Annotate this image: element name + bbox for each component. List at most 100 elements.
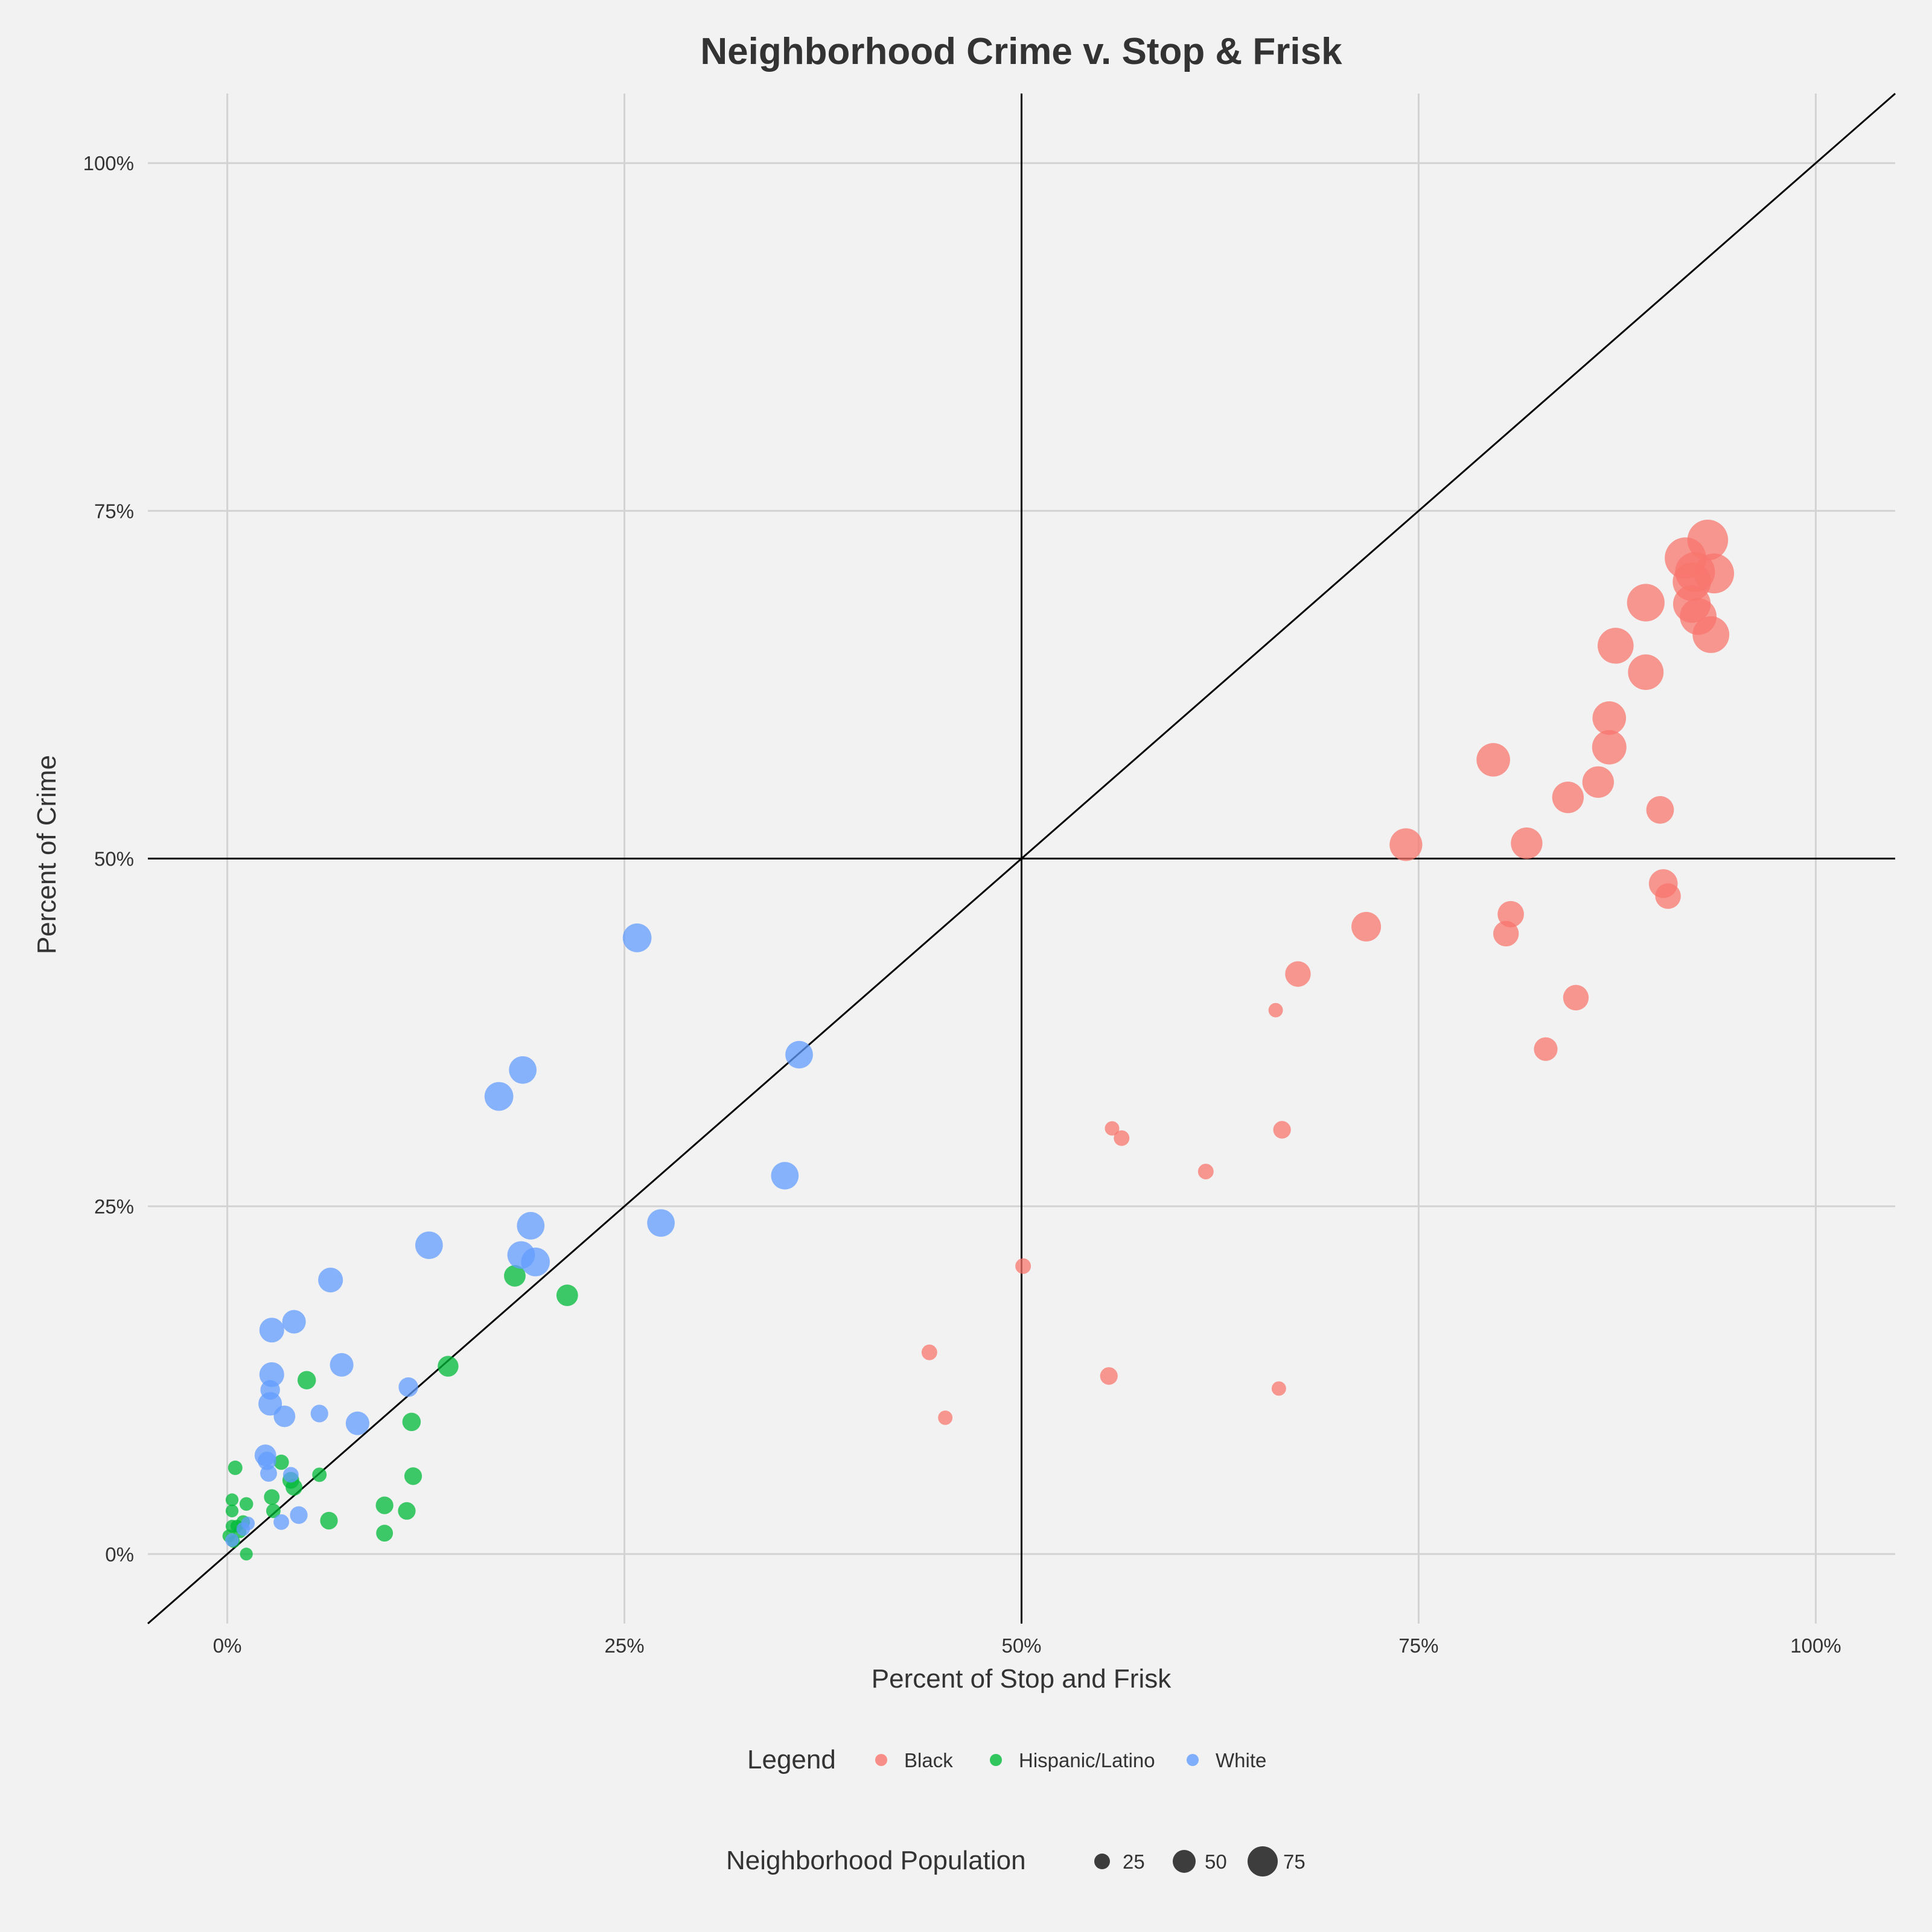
data-point-hispanic-latino (404, 1467, 422, 1485)
data-point-hispanic-latino (312, 1467, 327, 1482)
data-points (222, 520, 1735, 1561)
data-point-hispanic-latino (240, 1548, 253, 1561)
x-tick-label: 0% (213, 1634, 242, 1657)
x-tick-label: 25% (605, 1634, 645, 1657)
data-point-white (290, 1506, 308, 1524)
data-point-white (517, 1212, 545, 1240)
data-point-black (1351, 911, 1382, 942)
data-point-hispanic-latino (504, 1264, 526, 1287)
y-axis-ticks: 0% 25% 50% 75% 100% (83, 152, 134, 1566)
data-point-black (1563, 984, 1589, 1011)
data-point-white (771, 1162, 799, 1190)
data-point-hispanic-latino (266, 1503, 281, 1519)
data-point-black (1534, 1037, 1558, 1061)
y-tick-label: 75% (94, 500, 134, 522)
data-point-white (310, 1404, 328, 1423)
data-point-black (1582, 766, 1615, 798)
data-point-white (225, 1533, 239, 1548)
size-legend-title: Neighborhood Population (726, 1846, 1026, 1875)
data-point-black (1493, 920, 1519, 947)
size-legend-key (1094, 1854, 1110, 1869)
data-point-hispanic-latino (297, 1371, 316, 1389)
x-tick-label: 100% (1790, 1634, 1841, 1657)
data-point-white (785, 1041, 813, 1069)
y-tick-label: 100% (83, 152, 134, 174)
data-point-hispanic-latino (225, 1493, 239, 1506)
x-tick-label: 75% (1398, 1634, 1438, 1657)
data-point-black (1268, 1003, 1283, 1018)
data-point-black (1627, 584, 1665, 622)
data-point-black (1015, 1258, 1031, 1274)
y-tick-label: 50% (94, 848, 134, 870)
size-legend-label: 25 (1123, 1851, 1145, 1873)
data-point-hispanic-latino (239, 1497, 253, 1511)
data-point-black (1511, 827, 1543, 859)
data-point-hispanic-latino (273, 1455, 289, 1470)
data-point-black (1497, 901, 1524, 928)
data-point-hispanic-latino (375, 1496, 394, 1514)
data-point-black (1197, 1164, 1214, 1179)
size-legend-label: 50 (1205, 1851, 1227, 1873)
data-point-white (345, 1411, 369, 1435)
data-point-black (921, 1344, 937, 1360)
data-point-white (273, 1514, 290, 1530)
data-point-white (622, 923, 652, 952)
data-point-black (938, 1410, 953, 1425)
data-point-hispanic-latino (285, 1479, 303, 1496)
data-point-black (1100, 1367, 1118, 1385)
data-point-white (398, 1377, 418, 1397)
data-point-hispanic-latino (438, 1356, 459, 1377)
data-point-black (1105, 1121, 1120, 1136)
data-point-white (282, 1310, 306, 1334)
data-point-black (1285, 961, 1311, 987)
data-point-white (647, 1209, 675, 1237)
data-point-black (1692, 616, 1730, 653)
data-point-white (509, 1056, 537, 1084)
data-point-hispanic-latino (402, 1412, 421, 1432)
data-point-black (1598, 628, 1634, 664)
size-legend-label: 75 (1283, 1851, 1306, 1873)
y-axis-label: Percent of Crime (32, 755, 62, 954)
data-point-white (282, 1467, 299, 1483)
data-point-black (1655, 883, 1681, 909)
color-legend: Legend Black Hispanic/Latino White (747, 1745, 1266, 1774)
size-legend-key (1248, 1846, 1278, 1876)
chart-title: Neighborhood Crime v. Stop & Frisk (700, 31, 1342, 72)
data-point-hispanic-latino (320, 1511, 338, 1530)
legend-label-white: White (1216, 1749, 1266, 1771)
data-point-black (1592, 730, 1627, 765)
data-point-white (236, 1522, 250, 1536)
data-point-black (1552, 781, 1584, 814)
size-legend-key (1173, 1850, 1196, 1873)
y-tick-label: 0% (105, 1543, 134, 1566)
x-axis-ticks: 0% 25% 50% 75% 100% (213, 1634, 1841, 1657)
data-point-black (1271, 1381, 1286, 1396)
data-point-black (1273, 1121, 1291, 1139)
legend-key-hispanic-latino (990, 1754, 1002, 1766)
data-point-black (1476, 743, 1510, 777)
legend-title: Legend (747, 1745, 836, 1774)
data-point-hispanic-latino (228, 1460, 243, 1475)
x-axis-label: Percent of Stop and Frisk (872, 1664, 1172, 1694)
data-point-white (260, 1465, 277, 1482)
data-point-white (484, 1082, 514, 1111)
data-point-white (258, 1452, 276, 1470)
data-point-black (1592, 701, 1627, 735)
data-point-black (1389, 828, 1423, 861)
data-point-white (330, 1353, 354, 1377)
size-legend: Neighborhood Population 25 50 75 (726, 1846, 1306, 1876)
data-point-black (1114, 1130, 1130, 1146)
data-point-hispanic-latino (398, 1502, 416, 1520)
data-point-white (318, 1267, 343, 1293)
data-point-white (259, 1318, 284, 1343)
data-point-hispanic-latino (556, 1284, 578, 1307)
data-point-white (273, 1405, 296, 1427)
y-tick-label: 25% (94, 1196, 134, 1218)
data-point-black (1628, 654, 1664, 690)
legend-label-black: Black (904, 1749, 953, 1771)
x-tick-label: 50% (1001, 1634, 1041, 1657)
data-point-hispanic-latino (376, 1525, 394, 1542)
data-point-hispanic-latino (264, 1489, 280, 1505)
